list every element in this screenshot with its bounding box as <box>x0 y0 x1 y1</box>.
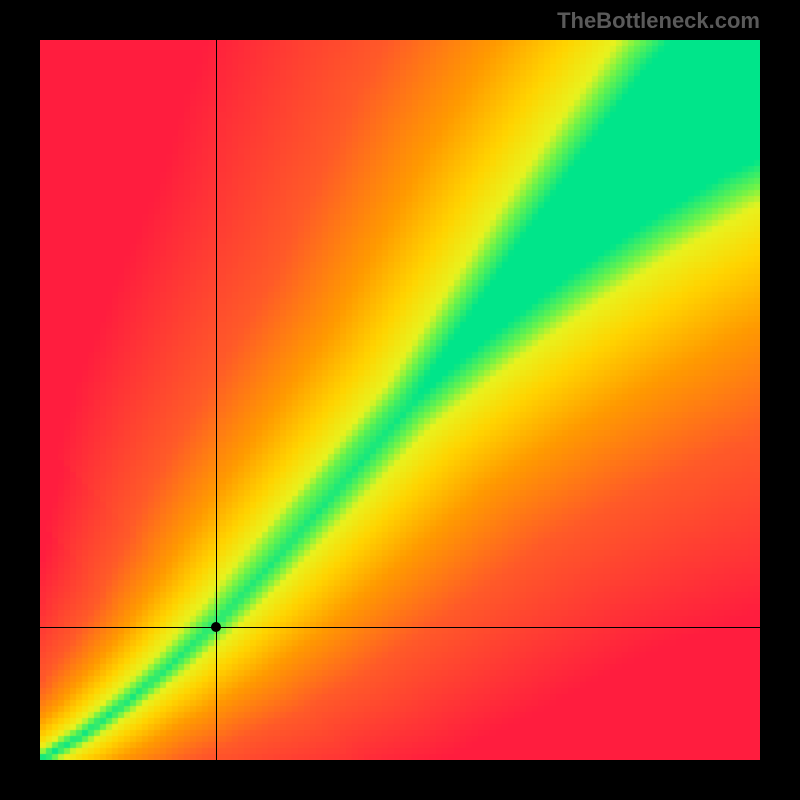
chart-container: TheBottleneck.com <box>0 0 800 800</box>
crosshair-marker <box>211 622 221 632</box>
heatmap-canvas <box>40 40 760 760</box>
plot-area <box>40 40 760 760</box>
crosshair-vertical <box>216 40 217 760</box>
watermark-text: TheBottleneck.com <box>557 8 760 34</box>
crosshair-horizontal <box>40 627 760 628</box>
